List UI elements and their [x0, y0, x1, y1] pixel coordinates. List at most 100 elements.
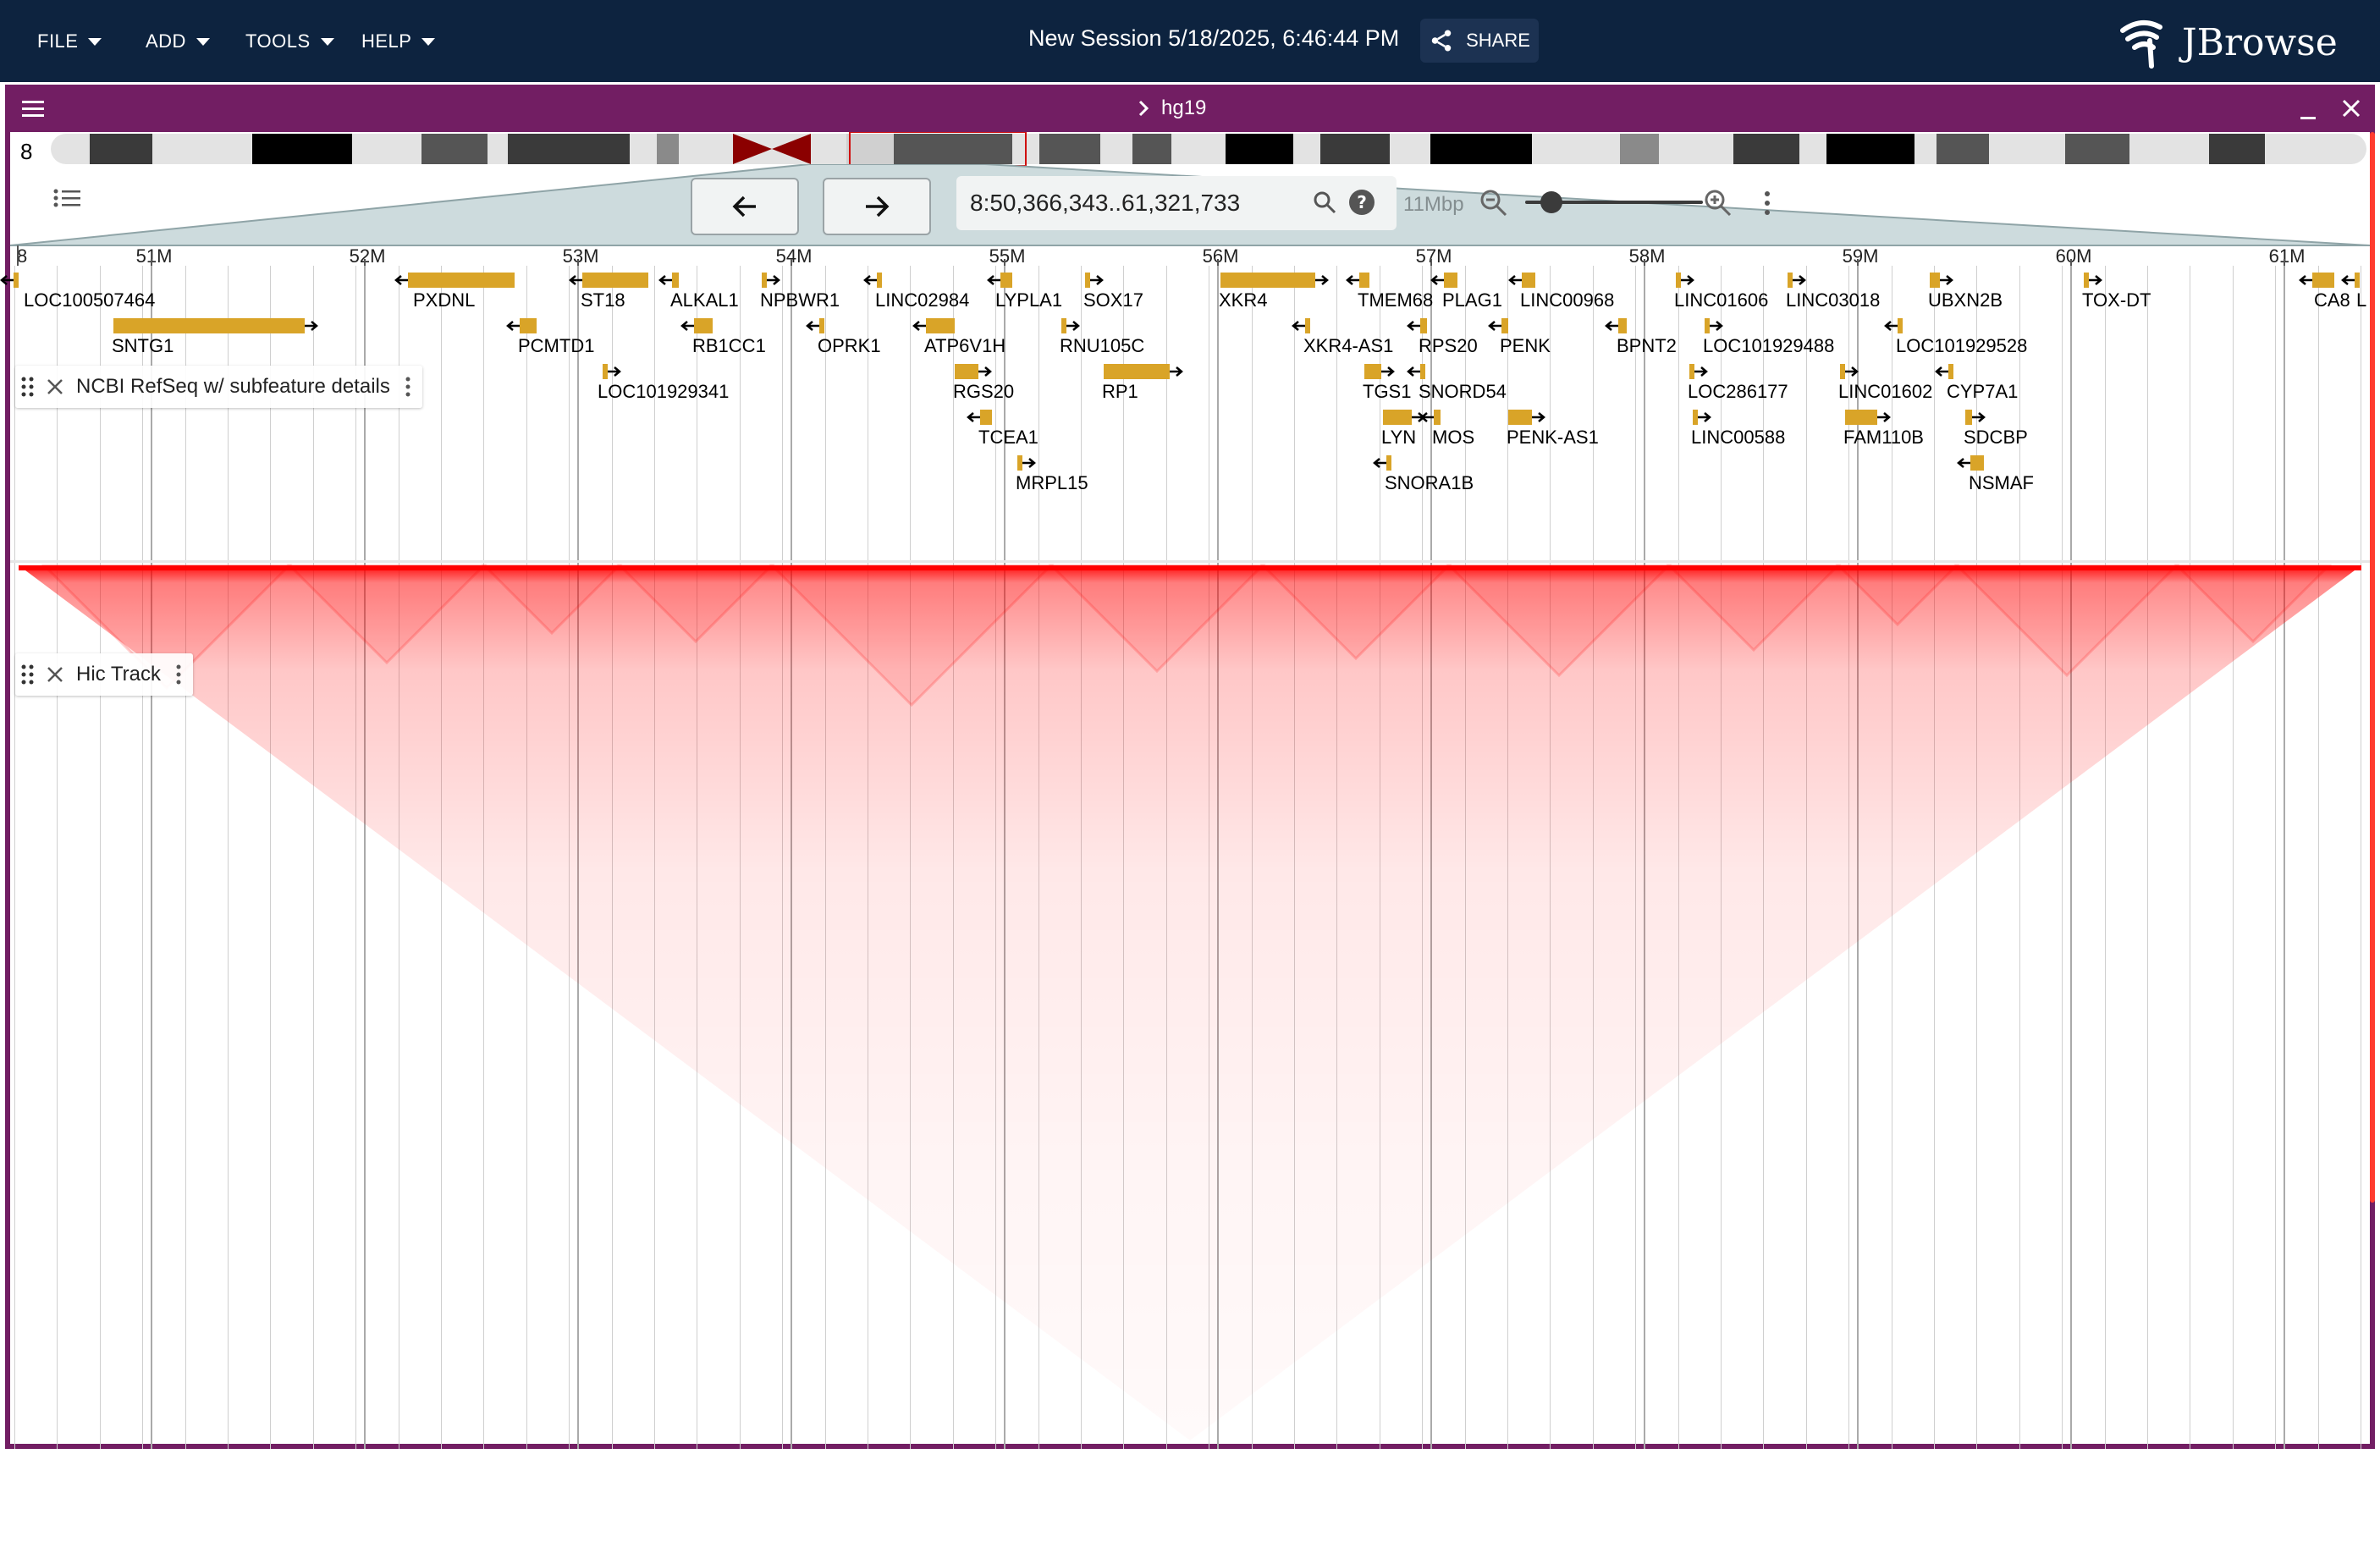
gene-label[interactable]: RB1CC1 [692, 335, 766, 356]
gene-label[interactable]: SOX17 [1083, 289, 1143, 311]
gene-label[interactable]: LINC02984 [875, 289, 970, 311]
gene-feature-pcmtd1[interactable] [504, 317, 552, 337]
gene-label[interactable]: CYP7A1 [1947, 381, 2019, 402]
gene-feature-penk-as1[interactable] [1493, 408, 1547, 428]
gene-label[interactable]: RPS20 [1419, 335, 1478, 356]
gene-label[interactable]: FAM110B [1843, 427, 1924, 448]
gene-label[interactable]: MOS [1432, 427, 1475, 448]
gene-feature-nsmaf[interactable] [1955, 454, 1999, 474]
zoom-slider-thumb[interactable] [1540, 191, 1562, 213]
minimize-icon[interactable] [2297, 100, 2319, 122]
gene-label[interactable]: LOC286177 [1688, 381, 1788, 402]
gene-label[interactable]: PXDNL [413, 289, 476, 311]
drag-handle-icon[interactable] [20, 663, 36, 686]
gene-feature-linc00968[interactable] [1507, 271, 1551, 291]
gene-label[interactable]: BPNT2 [1617, 335, 1677, 356]
gene-feature-tmem68[interactable] [1344, 271, 1385, 291]
gene-feature-linc01602[interactable] [1825, 362, 1860, 383]
gene-label[interactable]: LINC00968 [1520, 289, 1615, 311]
gene-feature-alkal1[interactable] [657, 271, 694, 291]
gene-feature-rp1[interactable] [1088, 362, 1185, 383]
gene-feature-xkr4-as1[interactable] [1290, 317, 1325, 337]
gene-label[interactable]: TCEA1 [978, 427, 1038, 448]
gene-feature-pxdnl[interactable] [393, 271, 530, 291]
gene-label[interactable]: ALKAL1 [670, 289, 739, 311]
gene-feature-sdcbp[interactable] [1950, 408, 1987, 428]
help-menu-button[interactable]: HELP [361, 24, 436, 59]
view-assembly-name[interactable]: hg19 [1138, 96, 1206, 120]
close-track-icon[interactable] [46, 377, 64, 396]
hic-contact-map[interactable] [10, 560, 2370, 1440]
help-icon[interactable]: ? [1347, 188, 1376, 217]
gene-feature-loc101929341[interactable] [587, 362, 623, 383]
gene-feature-sox17[interactable] [1070, 271, 1105, 291]
gene-feature-loc101929528[interactable] [1882, 317, 1918, 337]
gene-label[interactable]: LOC100507464 [24, 289, 156, 311]
location-input[interactable] [970, 188, 1300, 218]
tools-menu-button[interactable]: TOOLS [245, 24, 334, 59]
close-icon[interactable] [2339, 96, 2363, 120]
more-vert-icon[interactable] [1760, 188, 1774, 218]
gene-feature-bpnt2[interactable] [1603, 317, 1642, 337]
gene-feature-l[interactable] [2339, 271, 2375, 291]
gene-feature-rb1cc1[interactable] [679, 317, 728, 337]
zoom-in-icon[interactable] [1703, 188, 1733, 218]
gene-feature-fam110b[interactable] [1830, 408, 1892, 428]
gene-feature-lypla1[interactable] [985, 271, 1027, 291]
pan-right-button[interactable] [823, 178, 931, 235]
gene-label[interactable]: LOC101929341 [598, 381, 730, 402]
gene-feature-snord54[interactable] [1405, 362, 1441, 383]
file-menu-button[interactable]: FILE [37, 24, 102, 59]
gene-feature-rgs20[interactable] [939, 362, 994, 383]
gene-label[interactable]: NPBWR1 [760, 289, 840, 311]
gene-label[interactable]: XKR4-AS1 [1303, 335, 1394, 356]
track-selector-icon[interactable] [52, 188, 83, 212]
gene-feature-oprk1[interactable] [804, 317, 840, 337]
gene-feature-tgs1[interactable] [1349, 362, 1397, 383]
gene-feature-sntg1[interactable] [98, 317, 320, 337]
gene-feature-linc02984[interactable] [862, 271, 897, 291]
close-track-icon[interactable] [46, 665, 64, 684]
gene-label[interactable]: PENK [1500, 335, 1551, 356]
gene-feature-loc101929488[interactable] [1689, 317, 1725, 337]
gene-label[interactable]: LINC01606 [1674, 289, 1769, 311]
gene-feature-rnu105c[interactable] [1046, 317, 1082, 337]
gene-feature-cyp7a1[interactable] [1933, 362, 1969, 383]
gene-label[interactable]: ST18 [581, 289, 625, 311]
gene-feature-tox-dt[interactable] [2069, 271, 2104, 291]
gene-label[interactable]: UBXN2B [1928, 289, 2003, 311]
gene-label[interactable]: LOC101929488 [1703, 335, 1835, 356]
gene-label[interactable]: LYN [1381, 427, 1417, 448]
gene-feature-ubxn2b[interactable] [1914, 271, 1955, 291]
drag-handle-icon[interactable] [20, 375, 36, 399]
pan-left-button[interactable] [691, 178, 799, 235]
coordinate-ruler[interactable]: 8 51M 52M 53M 54M 55M 56M 57M 58M 59M 60M 61M [10, 245, 2370, 267]
gene-label[interactable]: LINC00588 [1691, 427, 1786, 448]
gene-label[interactable]: ATP6V1H [924, 335, 1006, 356]
gene-label[interactable]: SNORA1B [1385, 472, 1474, 493]
gene-feature-penk[interactable] [1486, 317, 1523, 337]
gene-label[interactable]: LOC101929528 [1896, 335, 2028, 356]
gene-label[interactable]: TMEM68 [1358, 289, 1434, 311]
track-menu-icon[interactable] [174, 663, 183, 686]
gene-label[interactable]: PLAG1 [1442, 289, 1502, 311]
track-menu-icon[interactable] [404, 375, 412, 399]
hic-track[interactable] [10, 560, 2370, 1449]
gene-label[interactable]: RNU105C [1060, 335, 1145, 356]
gene-feature-snora1b[interactable] [1371, 454, 1407, 474]
gene-label[interactable]: RGS20 [953, 381, 1015, 402]
gene-label[interactable]: L [2356, 289, 2367, 311]
gene-feature-npbwr1[interactable] [747, 271, 782, 291]
gene-label[interactable]: NSMAF [1969, 472, 2034, 493]
gene-feature-ca8[interactable] [2297, 271, 2350, 291]
gene-label[interactable]: LINC01602 [1838, 381, 1933, 402]
gene-feature-linc03018[interactable] [1772, 271, 1808, 291]
search-icon[interactable] [1312, 190, 1337, 215]
zoom-out-icon[interactable] [1479, 188, 1509, 218]
share-button[interactable]: SHARE [1420, 19, 1539, 63]
gene-feature-mos[interactable] [1419, 408, 1456, 428]
add-menu-button[interactable]: ADD [146, 24, 210, 59]
gene-label[interactable]: OPRK1 [818, 335, 881, 356]
refseq-track[interactable]: LOC100507464 SNTG1 PXDNL PCMTD1 ST18 LOC10192… [0, 269, 2370, 557]
gene-label[interactable]: LYPLA1 [995, 289, 1063, 311]
